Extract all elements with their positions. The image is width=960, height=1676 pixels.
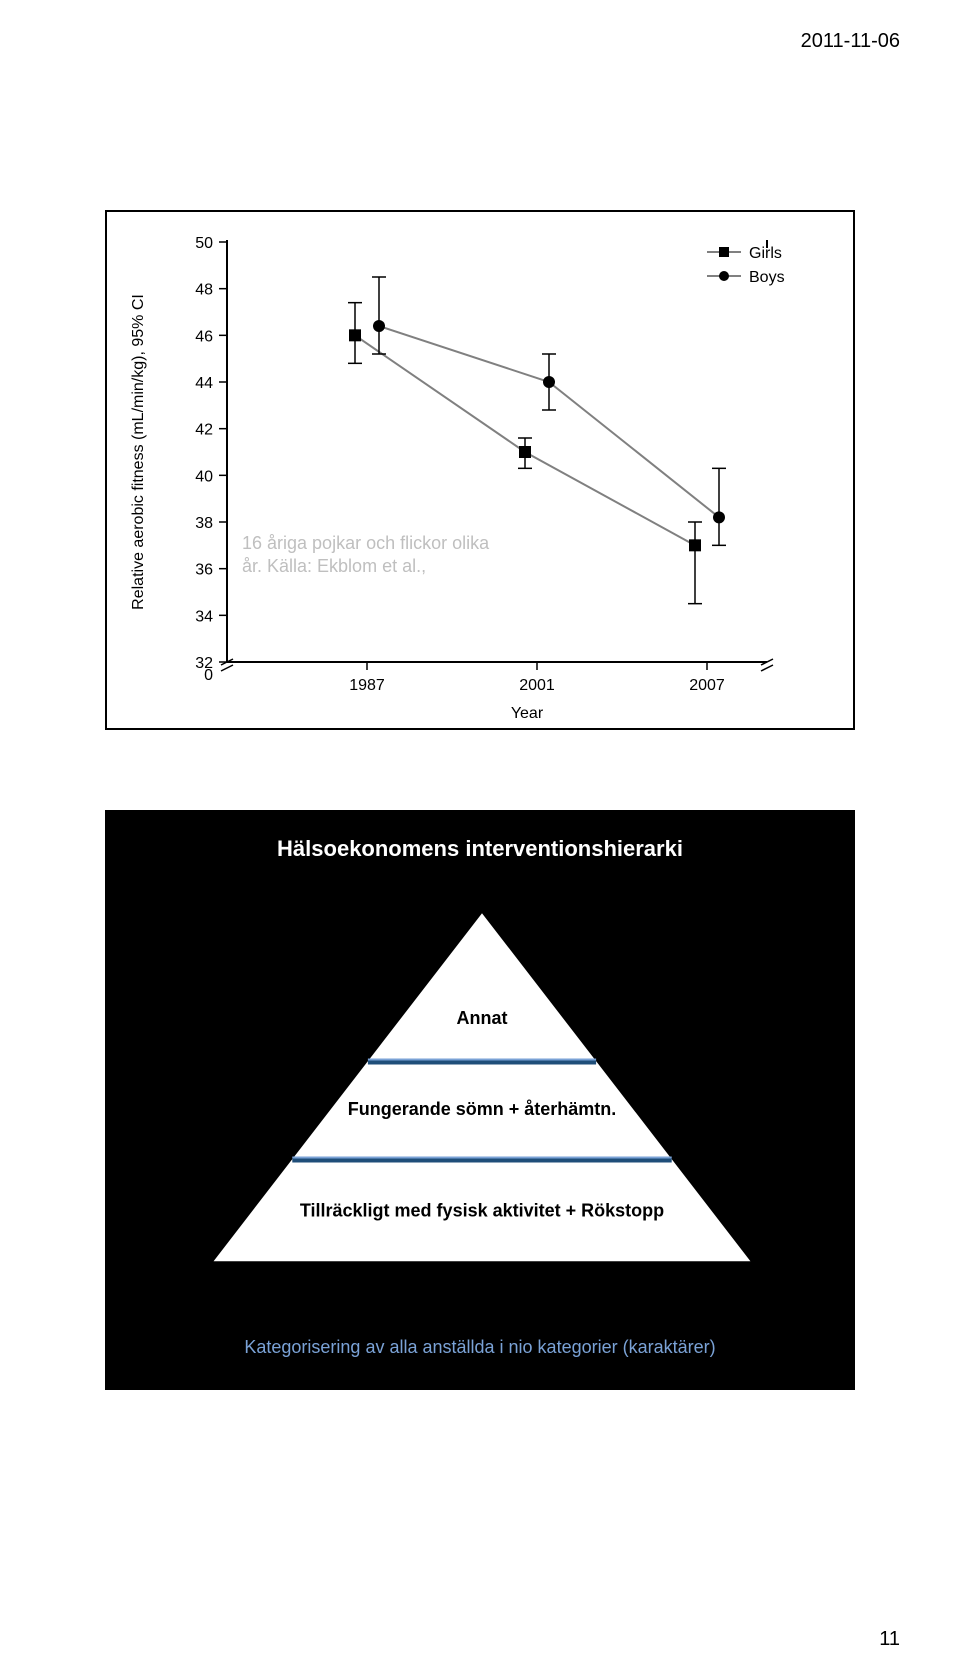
date-header: 2011-11-06 — [801, 30, 900, 53]
pyramid-panel: Hälsoekonomens interventionshierarki Ann… — [105, 810, 855, 1390]
pyramid-caption: Kategorisering av alla anställda i nio k… — [107, 1337, 853, 1358]
svg-text:46: 46 — [195, 328, 213, 345]
svg-text:Girls: Girls — [749, 245, 782, 262]
svg-text:42: 42 — [195, 422, 213, 439]
svg-text:Year: Year — [511, 705, 544, 722]
chart-panel: 323436384042444648500198720012007YearRel… — [105, 210, 855, 730]
svg-text:Boys: Boys — [749, 269, 785, 286]
svg-text:2007: 2007 — [689, 677, 725, 694]
svg-text:2001: 2001 — [519, 677, 555, 694]
svg-text:48: 48 — [195, 282, 213, 299]
chart-annotation: 16 åriga pojkar och flickor olika år. Kä… — [242, 532, 492, 579]
svg-text:1987: 1987 — [349, 677, 385, 694]
svg-text:34: 34 — [195, 608, 213, 625]
svg-text:44: 44 — [195, 375, 213, 392]
svg-text:0: 0 — [204, 667, 213, 684]
svg-text:Tillräckligt med fysisk aktivi: Tillräckligt med fysisk aktivitet + Röks… — [300, 1201, 664, 1221]
svg-text:Relative aerobic fitness (mL/m: Relative aerobic fitness (mL/min/kg), 95… — [130, 294, 147, 610]
pyramid-diagram: Annat Fungerande sömn + återhämtn. Tillräc… — [187, 892, 777, 1302]
svg-text:38: 38 — [195, 515, 213, 532]
svg-text:Annat: Annat — [457, 1008, 508, 1028]
svg-text:50: 50 — [195, 235, 213, 252]
svg-text:Fungerande sömn + återhämtn.: Fungerande sömn + återhämtn. — [348, 1099, 617, 1119]
svg-text:36: 36 — [195, 562, 213, 579]
svg-text:40: 40 — [195, 468, 213, 485]
fitness-chart: 323436384042444648500198720012007YearRel… — [107, 212, 857, 732]
pyramid-title: Hälsoekonomens interventionshierarki — [107, 836, 853, 862]
page-number: 11 — [879, 1628, 900, 1651]
